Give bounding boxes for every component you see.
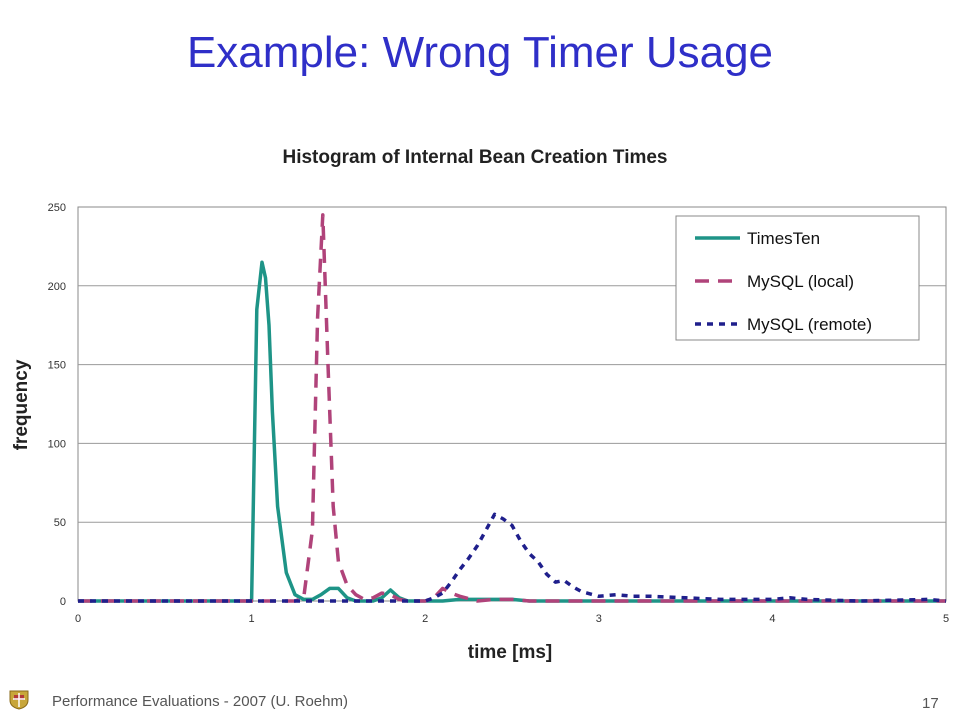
y-tick-label: 150 (48, 360, 66, 372)
series-line-1 (78, 213, 946, 603)
y-tick-labels: 0 50 100 150 200 250 (48, 202, 66, 608)
page-number: 17 (922, 695, 939, 712)
university-crest-icon (9, 690, 29, 710)
legend-box (675, 215, 920, 341)
slide-title: Example: Wrong Timer Usage (186, 28, 774, 77)
x-tick-labels: 0 1 2 3 4 5 (75, 613, 949, 625)
y-tick-label: 0 (60, 596, 66, 608)
chart-legend: TimesTen MySQL (local) MySQL (remote) (675, 215, 920, 341)
x-tick-label: 3 (596, 613, 602, 625)
y-tick-label: 200 (48, 281, 66, 293)
x-tick-label: 0 (75, 613, 81, 625)
y-tick-label: 100 (48, 438, 66, 450)
x-tick-label: 4 (769, 613, 775, 625)
footer-text: Performance Evaluations - 2007 (U. Roehm… (52, 693, 348, 710)
y-tick-label: 250 (48, 202, 66, 214)
x-tick-label: 1 (249, 613, 255, 625)
histogram-chart: Histogram of Internal Bean Creation Time… (11, 147, 949, 663)
legend-label-0: TimesTen (747, 229, 820, 248)
series-line-2 (78, 512, 947, 603)
x-tick-label: 5 (943, 613, 949, 625)
y-axis-label: frequency (11, 359, 32, 450)
series-lines (78, 213, 947, 603)
legend-label-1: MySQL (local) (747, 272, 854, 291)
chart-title: Histogram of Internal Bean Creation Time… (282, 147, 667, 168)
x-tick-label: 2 (422, 613, 428, 625)
x-axis-label: time [ms] (468, 642, 552, 663)
legend-label-2: MySQL (remote) (747, 315, 872, 334)
y-tick-label: 50 (54, 517, 66, 529)
